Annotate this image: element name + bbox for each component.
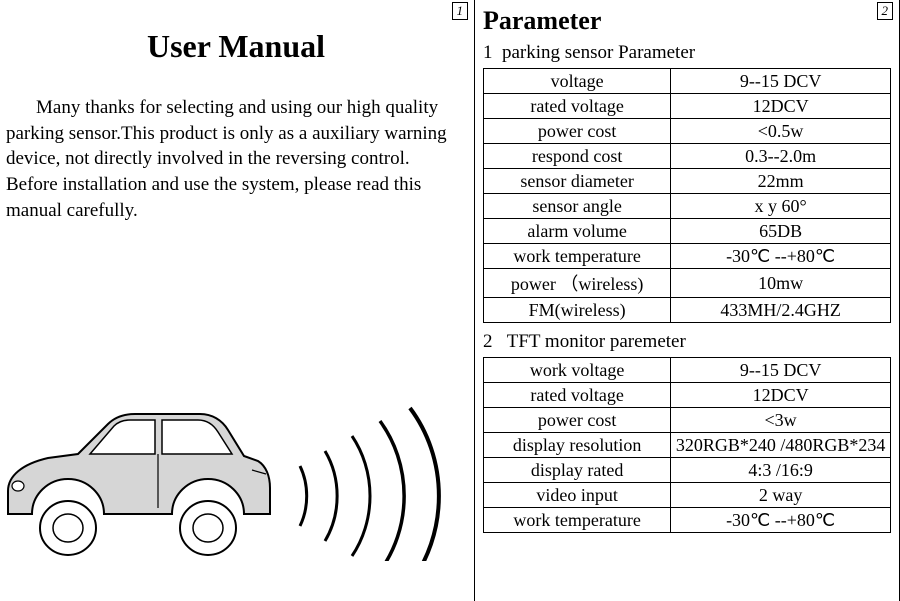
param-value: 320RGB*240 /480RGB*234 (671, 433, 891, 458)
param-key: sensor angle (484, 194, 671, 219)
page-2: 2 Parameter 1 parking sensor Parameter v… (475, 0, 900, 601)
param-value: 0.3--2.0m (671, 144, 891, 169)
sub2-text: TFT monitor paremeter (507, 331, 686, 352)
subtitle-tft-monitor: 2 TFT monitor paremeter (483, 331, 891, 353)
param-key: video input (484, 483, 671, 508)
table-row: sensor diameter22mm (484, 169, 891, 194)
table-row: alarm volume65DB (484, 219, 891, 244)
param-value: -30℃ --+80℃ (671, 508, 891, 533)
param-key: work temperature (484, 244, 671, 269)
table-row: voltage9--15 DCV (484, 69, 891, 94)
table-row: power cost<3w (484, 408, 891, 433)
param-value: x y 60° (671, 194, 891, 219)
table-row: work temperature-30℃ --+80℃ (484, 508, 891, 533)
sub2-number: 2 (483, 331, 493, 352)
intro-paragraph: Many thanks for selecting and using our … (6, 95, 466, 223)
param-value: -30℃ --+80℃ (671, 244, 891, 269)
page-number-2: 2 (877, 2, 894, 20)
table-row: display rated4:3 /16:9 (484, 458, 891, 483)
page-1: 1 User Manual Many thanks for selecting … (0, 0, 475, 601)
param-value: 12DCV (671, 94, 891, 119)
table-row: power cost<0.5w (484, 119, 891, 144)
param-value: 10mw (671, 269, 891, 298)
table-row: video input2 way (484, 483, 891, 508)
param-value: 9--15 DCV (671, 69, 891, 94)
param-key: display rated (484, 458, 671, 483)
param-key: alarm volume (484, 219, 671, 244)
table-row: display resolution320RGB*240 /480RGB*234 (484, 433, 891, 458)
param-value: 4:3 /16:9 (671, 458, 891, 483)
param-key: respond cost (484, 144, 671, 169)
param-value: 433MH/2.4GHZ (671, 298, 891, 323)
table-parking-sensor: voltage9--15 DCVrated voltage12DCVpower … (483, 68, 891, 323)
param-key: rated voltage (484, 94, 671, 119)
param-key: voltage (484, 69, 671, 94)
param-value: 65DB (671, 219, 891, 244)
title-user-manual: User Manual (6, 28, 466, 65)
table-tft-monitor: work voltage9--15 DCVrated voltage12DCVp… (483, 357, 891, 533)
param-value: 12DCV (671, 383, 891, 408)
table-row: FM(wireless)433MH/2.4GHZ (484, 298, 891, 323)
param-value: <0.5w (671, 119, 891, 144)
table-row: respond cost0.3--2.0m (484, 144, 891, 169)
table-row: rated voltage12DCV (484, 94, 891, 119)
page-number-1: 1 (452, 2, 469, 20)
section-title-parameter: Parameter (483, 6, 891, 36)
param-key: power （wireless) (484, 269, 671, 298)
subtitle-parking-sensor: 1 parking sensor Parameter (483, 42, 891, 64)
param-key: work temperature (484, 508, 671, 533)
table-row: rated voltage12DCV (484, 383, 891, 408)
param-value: <3w (671, 408, 891, 433)
sub1-number: 1 (483, 42, 493, 63)
param-key: power cost (484, 119, 671, 144)
param-key: display resolution (484, 433, 671, 458)
table-row: sensor anglex y 60° (484, 194, 891, 219)
table-row: work voltage9--15 DCV (484, 358, 891, 383)
param-value: 2 way (671, 483, 891, 508)
param-value: 9--15 DCV (671, 358, 891, 383)
param-key: work voltage (484, 358, 671, 383)
param-key: rated voltage (484, 383, 671, 408)
param-key: power cost (484, 408, 671, 433)
param-key: FM(wireless) (484, 298, 671, 323)
car-illustration (0, 396, 470, 561)
param-value: 22mm (671, 169, 891, 194)
sub1-text: parking sensor Parameter (502, 42, 695, 63)
table-row: work temperature-30℃ --+80℃ (484, 244, 891, 269)
table-row: power （wireless)10mw (484, 269, 891, 298)
param-key: sensor diameter (484, 169, 671, 194)
